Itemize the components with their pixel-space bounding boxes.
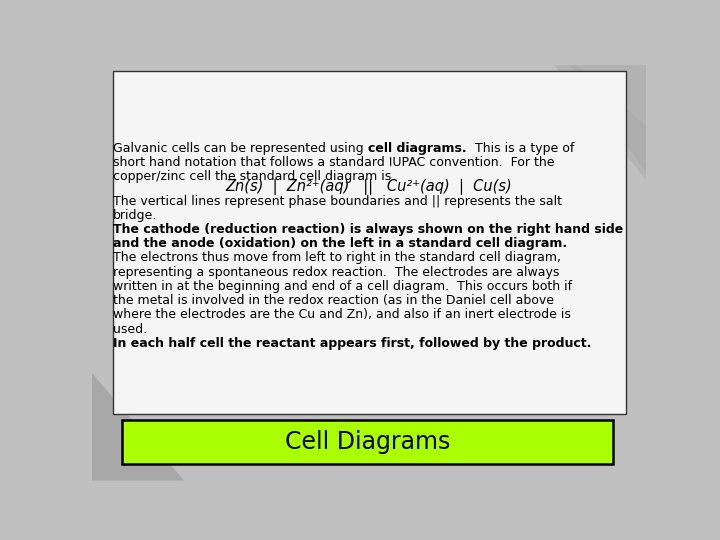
Polygon shape (539, 65, 647, 173)
Text: where the electrodes are the Cu and Zn), and also if an inert electrode is: where the electrodes are the Cu and Zn),… (113, 308, 571, 321)
Text: Galvanic cells can be represented using: Galvanic cells can be represented using (113, 142, 368, 155)
Text: In each half cell the reactant appears first, followed by the product.: In each half cell the reactant appears f… (113, 337, 592, 350)
Text: This is a type of: This is a type of (467, 142, 574, 155)
Polygon shape (92, 373, 184, 481)
Text: representing a spontaneous redox reaction.  The electrodes are always: representing a spontaneous redox reactio… (113, 266, 559, 279)
FancyBboxPatch shape (113, 71, 626, 414)
Text: Zn(s)  |  Zn²⁺(aq)   ||   Cu²⁺(aq)  |  Cu(s): Zn(s) | Zn²⁺(aq) || Cu²⁺(aq) | Cu(s) (225, 179, 513, 195)
Text: short hand notation that follows a standard IUPAC convention.  For the: short hand notation that follows a stand… (113, 156, 555, 169)
Text: cell diagrams.: cell diagrams. (368, 142, 467, 155)
Text: used.: used. (113, 323, 148, 336)
FancyBboxPatch shape (122, 420, 613, 464)
Polygon shape (554, 65, 647, 180)
Text: bridge.: bridge. (113, 209, 158, 222)
Text: The vertical lines represent phase boundaries and || represents the salt: The vertical lines represent phase bound… (113, 194, 562, 207)
Text: the metal is involved in the redox reaction (as in the Daniel cell above: the metal is involved in the redox react… (113, 294, 554, 307)
Text: The cathode (reduction reaction) is always shown on the right hand side: The cathode (reduction reaction) is alwa… (113, 223, 624, 236)
Polygon shape (577, 65, 647, 126)
Text: Cell Diagrams: Cell Diagrams (285, 430, 450, 454)
Text: The electrons thus move from left to right in the standard cell diagram,: The electrons thus move from left to rig… (113, 252, 562, 265)
Text: written in at the beginning and end of a cell diagram.  This occurs both if: written in at the beginning and end of a… (113, 280, 572, 293)
Text: and the anode (oxidation) on the left in a standard cell diagram.: and the anode (oxidation) on the left in… (113, 237, 567, 250)
Text: copper/zinc cell the standard cell diagram is: copper/zinc cell the standard cell diagr… (113, 170, 392, 183)
